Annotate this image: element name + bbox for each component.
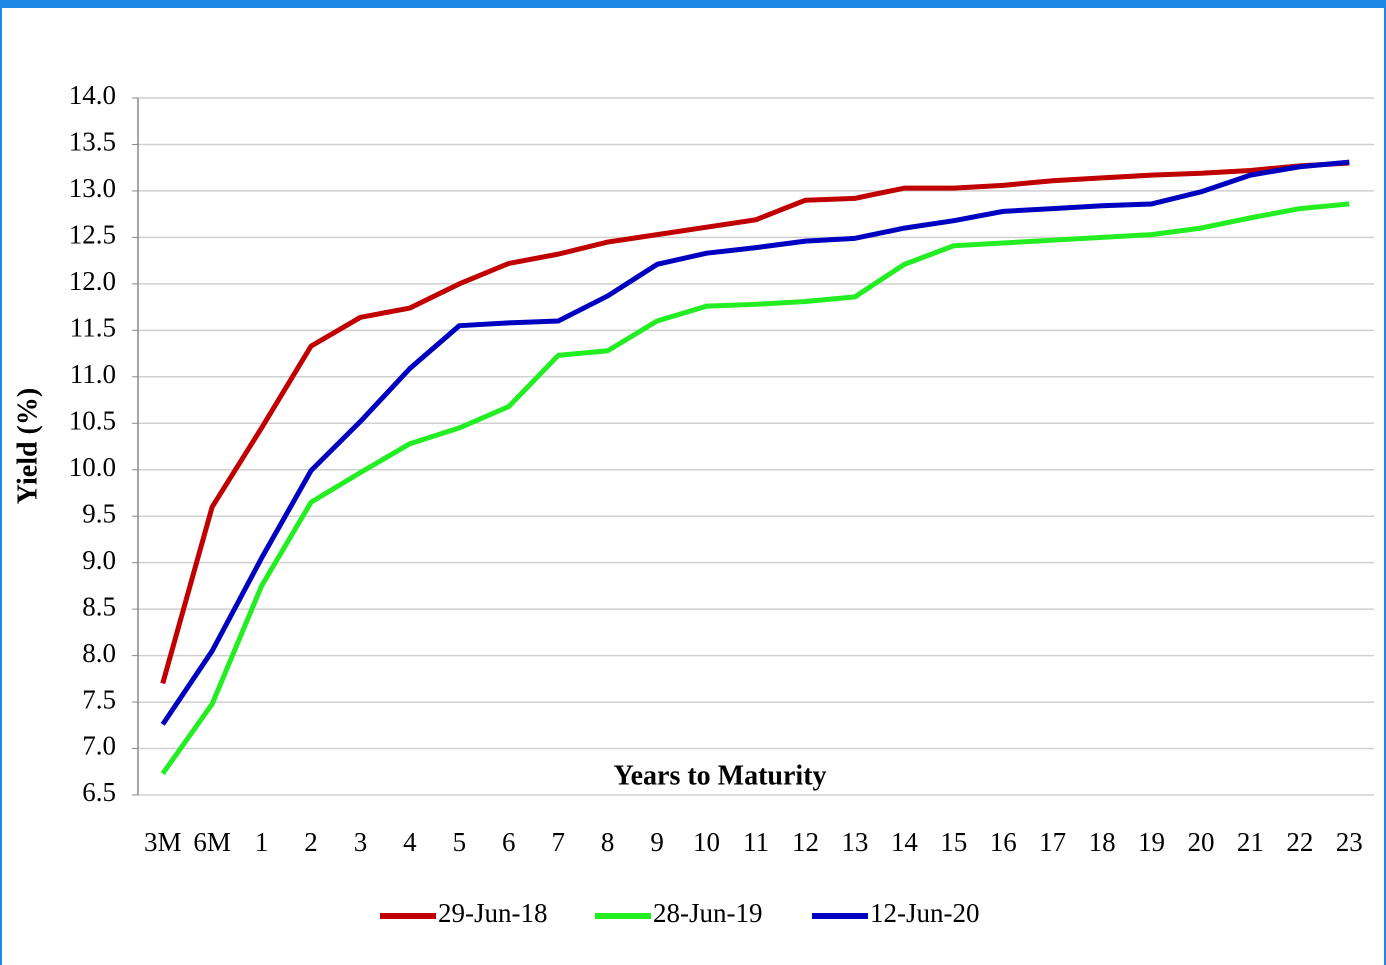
x-tick-label: 18 xyxy=(1089,827,1116,857)
y-tick-label: 12.0 xyxy=(69,266,116,296)
x-tick-label: 22 xyxy=(1286,827,1313,857)
series-line xyxy=(160,159,1350,726)
x-tick-label: 14 xyxy=(891,827,919,857)
y-tick-label: 11.0 xyxy=(70,359,116,389)
x-tick-label: 2 xyxy=(304,827,318,857)
x-tick-label: 1 xyxy=(255,827,269,857)
y-tick-label: 7.5 xyxy=(82,684,116,714)
x-tick-label: 23 xyxy=(1336,827,1363,857)
x-tick-label: 9 xyxy=(650,827,664,857)
x-tick-label: 7 xyxy=(551,827,565,857)
x-tick-label: 6M xyxy=(193,827,231,857)
x-axis-title: Years to Maturity xyxy=(613,760,826,791)
x-tick-label: 3M xyxy=(144,827,182,857)
x-tick-label: 8 xyxy=(601,827,615,857)
x-tick-label: 19 xyxy=(1138,827,1165,857)
y-tick-label: 9.5 xyxy=(82,498,116,528)
y-tick-label: 14.0 xyxy=(69,80,116,110)
y-tick-label: 13.5 xyxy=(69,127,116,157)
y-tick-label: 6.5 xyxy=(82,777,116,807)
legend-label: 29-Jun-18 xyxy=(438,898,548,928)
y-tick-label: 8.5 xyxy=(82,591,116,621)
legend-label: 28-Jun-19 xyxy=(653,898,763,928)
y-tick-label: 7.0 xyxy=(82,731,116,761)
x-tick-label: 20 xyxy=(1187,827,1214,857)
right-border xyxy=(1384,0,1386,965)
x-tick-label: 12 xyxy=(792,827,819,857)
left-border xyxy=(0,0,2,965)
top-border xyxy=(0,0,1386,8)
x-tick-label: 5 xyxy=(453,827,467,857)
x-tick-label: 21 xyxy=(1237,827,1264,857)
y-tick-label: 11.5 xyxy=(70,313,116,343)
x-tick-label: 6 xyxy=(502,827,516,857)
x-tick-label: 13 xyxy=(841,827,868,857)
y-tick-label: 8.0 xyxy=(82,638,116,668)
y-tick-label: 9.0 xyxy=(82,545,116,575)
x-tick-label: 17 xyxy=(1039,827,1066,857)
y-tick-label: 13.0 xyxy=(69,173,116,203)
y-tick-label: 10.5 xyxy=(69,405,116,435)
legend-label: 12-Jun-20 xyxy=(870,898,980,928)
series-line xyxy=(160,160,1350,685)
y-tick-label: 12.5 xyxy=(69,220,116,250)
series-line xyxy=(160,201,1350,776)
x-tick-label: 15 xyxy=(940,827,967,857)
x-tick-label: 10 xyxy=(693,827,720,857)
y-tick-label: 10.0 xyxy=(69,452,116,482)
y-axis-title: Yield (%) xyxy=(12,388,43,504)
x-tick-label: 4 xyxy=(403,827,417,857)
x-tick-label: 3 xyxy=(354,827,368,857)
x-tick-label: 11 xyxy=(743,827,769,857)
x-tick-label: 16 xyxy=(990,827,1017,857)
